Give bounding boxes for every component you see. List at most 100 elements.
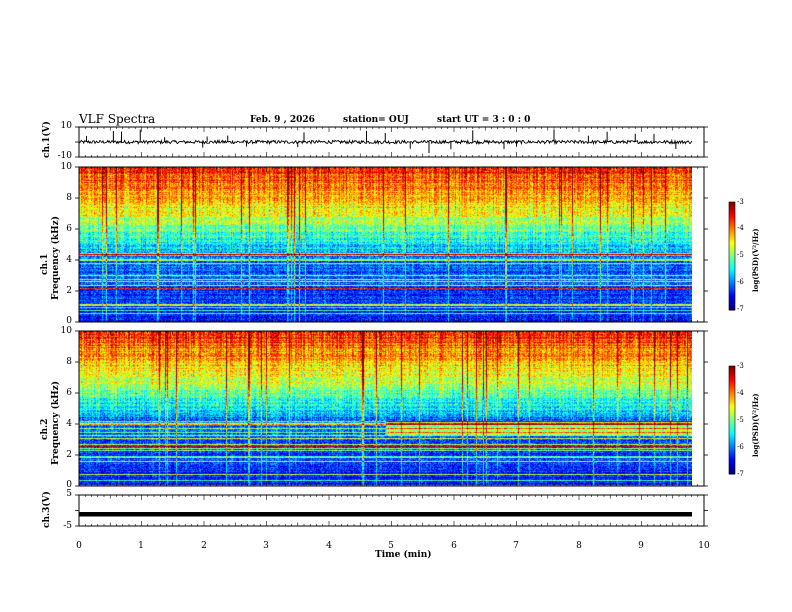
ch1-colorbar-segment <box>729 261 735 264</box>
ch1-colorbar-segment <box>729 252 735 255</box>
ch1-colorbar-segment <box>729 295 735 298</box>
ch1-colorbar-segment <box>729 241 735 244</box>
cb2-title: log(PSD)(V²/Hz) <box>751 393 760 457</box>
ch2-colorbar-segment <box>729 376 735 380</box>
ch1-colorbar-segment <box>729 272 735 275</box>
ch2-colorbar-segment <box>729 416 735 419</box>
ch1-colorbar-segment <box>729 308 735 311</box>
ch1-colorbar-segment <box>729 304 735 307</box>
ch2-colorbar-segment <box>729 414 735 417</box>
ch2-colorbar-segment <box>729 378 735 381</box>
ch1-colorbar-segment <box>729 274 735 277</box>
ch2-colorbar-segment <box>729 436 735 439</box>
ch2-colorbar-segment <box>729 382 735 385</box>
ch3-ytick: 5 <box>66 489 72 499</box>
xtick: 7 <box>513 541 519 551</box>
ch1-colorbar-segment <box>729 227 735 230</box>
ch1-colorbar-segment <box>729 243 735 246</box>
ch2-colorbar-segment <box>729 380 735 383</box>
ch1-colorbar-segment <box>729 275 735 279</box>
ch2-colorbar-segment <box>729 470 735 473</box>
ch1-colorbar-segment <box>729 277 735 280</box>
x-axis-label: Time (min) <box>375 550 432 560</box>
chart-title: VLF Spectra <box>79 112 156 126</box>
ch1-colorbar-segment <box>729 256 735 259</box>
ch2-colorbar-segment <box>729 456 735 459</box>
ch2-colorbar-segment <box>729 438 735 441</box>
cb1-tick: -3 <box>737 198 744 206</box>
start-time-label: start UT = 3 : 0 : 0 <box>437 115 531 125</box>
ch1-colorbar-segment <box>729 211 735 214</box>
ch2-colorbar-segment <box>729 441 735 444</box>
ch2-colorbar-segment <box>729 465 735 468</box>
ch2-colorbar-segment <box>729 447 735 450</box>
spec2-ytick: 10 <box>60 326 72 336</box>
ch3-ytick: -5 <box>63 521 72 531</box>
ch1-colorbar-segment <box>729 223 735 226</box>
spec1-ytick: 10 <box>60 162 72 172</box>
ch2-colorbar-segment <box>729 411 735 414</box>
ch2-colorbar-segment <box>729 418 735 421</box>
ch2-colorbar-segment <box>729 421 735 425</box>
ch2-colorbar-segment <box>729 429 735 432</box>
ch1-colorbar-segment <box>729 259 735 262</box>
ch2-colorbar-segment <box>729 394 735 398</box>
ch1-colorbar-segment <box>729 214 735 217</box>
ch1-colorbar-segment <box>729 207 735 210</box>
ch1-colorbar-segment-frame <box>728 201 736 311</box>
ch2-colorbar-segment <box>729 420 735 423</box>
ch1-colorbar-segment <box>729 229 735 232</box>
cb1-tick: -7 <box>737 305 744 313</box>
ch1-spectrogram-image <box>79 167 692 322</box>
ch1-colorbar-segment <box>729 290 735 293</box>
ch2-colorbar-segment-frame <box>728 365 736 475</box>
ch2-colorbar-segment <box>729 396 735 399</box>
xtick: 9 <box>638 541 644 551</box>
ch1-colorbar-segment <box>729 279 735 282</box>
ch2-colorbar-segment <box>729 412 735 416</box>
date-label: Feb. 9 , 2026 <box>250 115 315 125</box>
ch2-colorbar-segment <box>729 423 735 426</box>
ch2-colorbar-segment <box>729 434 735 437</box>
ch1-colorbar-segment <box>729 225 735 228</box>
cb2-tick: -3 <box>737 362 744 370</box>
cb1-title: log(PSD)(V²/Hz) <box>751 228 760 292</box>
ch2-colorbar-segment <box>729 463 735 466</box>
ch2-colorbar-segment <box>729 402 735 405</box>
ch1-colorbar-segment <box>729 270 735 273</box>
ch2-colorbar-segment <box>729 398 735 401</box>
ch1-colorbar-segment <box>729 254 735 257</box>
spec2-ytick: 4 <box>66 419 72 429</box>
ch1-colorbar-segment <box>729 263 735 266</box>
ch1-colorbar-segment <box>729 234 735 237</box>
cb2-tick: -4 <box>737 389 744 397</box>
ch1-colorbar-segment <box>729 286 735 289</box>
xtick: 6 <box>451 541 457 551</box>
ch2-colorbar-segment <box>729 432 735 435</box>
xtick: 1 <box>138 541 144 551</box>
xtick: 10 <box>698 541 710 551</box>
ch2-colorbar-segment <box>729 466 735 470</box>
ch2-colorbar-segment <box>729 366 735 369</box>
ch2-colorbar-segment <box>729 405 735 408</box>
ch1-colorbar-segment <box>729 301 735 304</box>
ch1-colorbar-segment <box>729 238 735 241</box>
ch1-colorbar-segment <box>729 202 735 205</box>
xtick: 3 <box>263 541 269 551</box>
ch2-colorbar-segment <box>729 403 735 407</box>
spec1-ytick: 8 <box>66 193 72 203</box>
spec2-ytick: 8 <box>66 357 72 367</box>
ch1-colorbar-segment <box>729 247 735 250</box>
ch1-colorbar-segment <box>729 265 735 268</box>
cb1-tick: -6 <box>737 278 744 286</box>
ch1-colorbar-segment <box>729 281 735 284</box>
ch2-colorbar-segment <box>729 389 735 392</box>
station-label: station= OUJ <box>343 115 409 125</box>
ch1-colorbar-segment <box>729 284 735 288</box>
ch2-colorbar-segment <box>729 457 735 461</box>
ch2-colorbar-segment <box>729 384 735 387</box>
ch1-colorbar-segment <box>729 288 735 291</box>
ch1-colorbar-segment <box>729 239 735 243</box>
ch1-colorbar-segment <box>729 250 735 253</box>
ch1-colorbar-segment <box>729 302 735 306</box>
